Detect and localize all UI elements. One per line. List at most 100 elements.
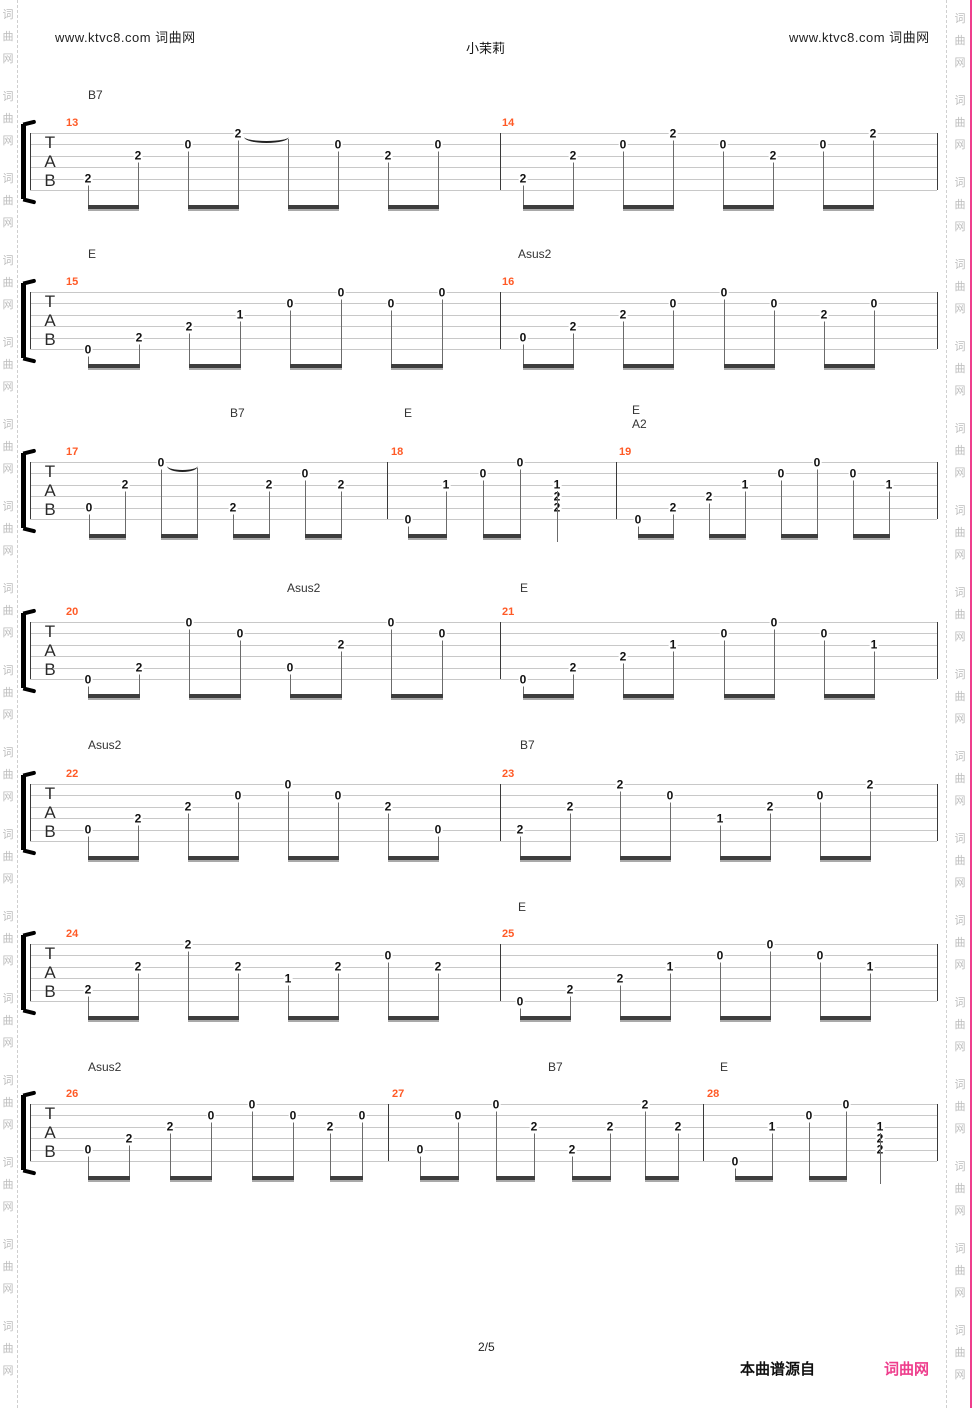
measure-number: 21: [502, 606, 515, 618]
note-stem: [161, 468, 162, 534]
fret-number: 0: [336, 285, 346, 299]
fret-number: 1: [665, 959, 675, 974]
staff-line: [30, 633, 937, 635]
measure-number: 23: [502, 768, 515, 780]
staff-line: [30, 829, 937, 831]
fret-number: 0: [769, 615, 779, 629]
fret-number: 0: [665, 788, 675, 803]
fret-number: 0: [83, 1142, 93, 1157]
note-stem: [408, 525, 409, 534]
fret-number: 0: [300, 466, 310, 481]
note-stem: [211, 1121, 212, 1176]
note-stem: [745, 490, 746, 534]
watermark-char: 词: [954, 505, 966, 517]
measure-number: 28: [707, 1088, 720, 1100]
watermark-char: 曲: [954, 773, 966, 785]
staff-line: [30, 1138, 937, 1140]
system-bracket: [21, 613, 26, 688]
fret-number: 0: [718, 137, 728, 152]
measure-barline: [387, 462, 388, 519]
fret-number: 0: [478, 466, 488, 481]
fret-number: 2: [518, 171, 528, 186]
footer-site-name: 词曲网: [884, 1361, 930, 1378]
fret-number: 0: [730, 1154, 740, 1168]
fret-number: 1: [865, 959, 875, 974]
watermark-char: 曲: [954, 691, 966, 703]
beam: [88, 856, 139, 860]
system-bracket-tip: [22, 1008, 37, 1016]
note-stem: [88, 835, 89, 856]
staff-line: [30, 303, 937, 305]
note-stem: [670, 972, 671, 1016]
system-bracket: [21, 124, 26, 199]
staff-line: [30, 1161, 937, 1162]
note-stem: [88, 685, 89, 694]
watermark-char: 网: [954, 631, 966, 643]
tie-curve: [167, 459, 198, 472]
measure-barline: [500, 292, 501, 349]
fret-number: 2: [618, 649, 628, 664]
beam: [620, 1016, 671, 1020]
note-stem: [341, 298, 342, 364]
fret-number: 1: [441, 477, 451, 492]
note-stem: [420, 1155, 421, 1176]
note-stem: [673, 650, 674, 694]
watermark-char: 曲: [2, 1343, 14, 1355]
fret-number: 0: [848, 466, 858, 481]
measure-barline: [937, 784, 938, 841]
watermark-char: 词: [2, 1157, 14, 1169]
note-stem: [570, 812, 571, 856]
watermark-char: 曲: [954, 937, 966, 949]
watermark-char: 词: [2, 829, 14, 841]
tab-clef-letter: T: [44, 944, 56, 963]
staff-line: [30, 667, 937, 669]
watermark-char: 曲: [954, 35, 966, 47]
chord-label: Asus2: [88, 738, 122, 752]
watermark-char: 词: [2, 911, 14, 923]
watermark-char: 曲: [2, 31, 14, 43]
staff-line: [30, 155, 937, 157]
system-bracket: [21, 1095, 26, 1170]
note-stem: [889, 490, 890, 534]
fret-number: 1: [740, 477, 750, 492]
fret-number: 0: [156, 455, 166, 469]
fret-number: 0: [433, 822, 443, 837]
note-stem: [269, 490, 270, 534]
fret-number: 2: [568, 660, 578, 675]
measure-barline: [937, 944, 938, 1001]
watermark-char: 词: [2, 173, 14, 185]
fret-number: 0: [818, 137, 828, 152]
chord-label: B7: [548, 1060, 563, 1074]
fret-number: 0: [285, 296, 295, 311]
chord-label: E: [520, 581, 529, 595]
fret-number: 2: [383, 799, 393, 814]
beam: [820, 1016, 871, 1020]
watermark-char: 网: [2, 627, 14, 639]
watermark-char: 曲: [2, 195, 14, 207]
note-stem: [288, 790, 289, 856]
fret-number: 0: [206, 1108, 216, 1123]
note-stem: [233, 513, 234, 534]
watermark-char: 曲: [954, 1347, 966, 1359]
fret-number: 2: [336, 637, 346, 652]
note-stem: [189, 332, 190, 364]
note-stem: [288, 984, 289, 1016]
note-stem: [138, 824, 139, 856]
beam: [188, 205, 239, 209]
beam: [161, 534, 198, 538]
fret-number: 0: [83, 822, 93, 837]
fret-number: 2: [184, 319, 194, 334]
note-stem: [338, 972, 339, 1016]
watermark-char: 曲: [2, 441, 14, 453]
fret-number: 0: [84, 500, 94, 515]
fret-number: 2: [264, 477, 274, 492]
fret-number: 2: [515, 822, 525, 837]
measure-number: 16: [502, 276, 515, 288]
beam: [188, 1016, 239, 1020]
fret-number: 0: [515, 994, 525, 1008]
staff-line: [30, 349, 937, 350]
left-dashed-divider: [17, 0, 18, 1408]
chord-label: A2: [632, 417, 647, 431]
